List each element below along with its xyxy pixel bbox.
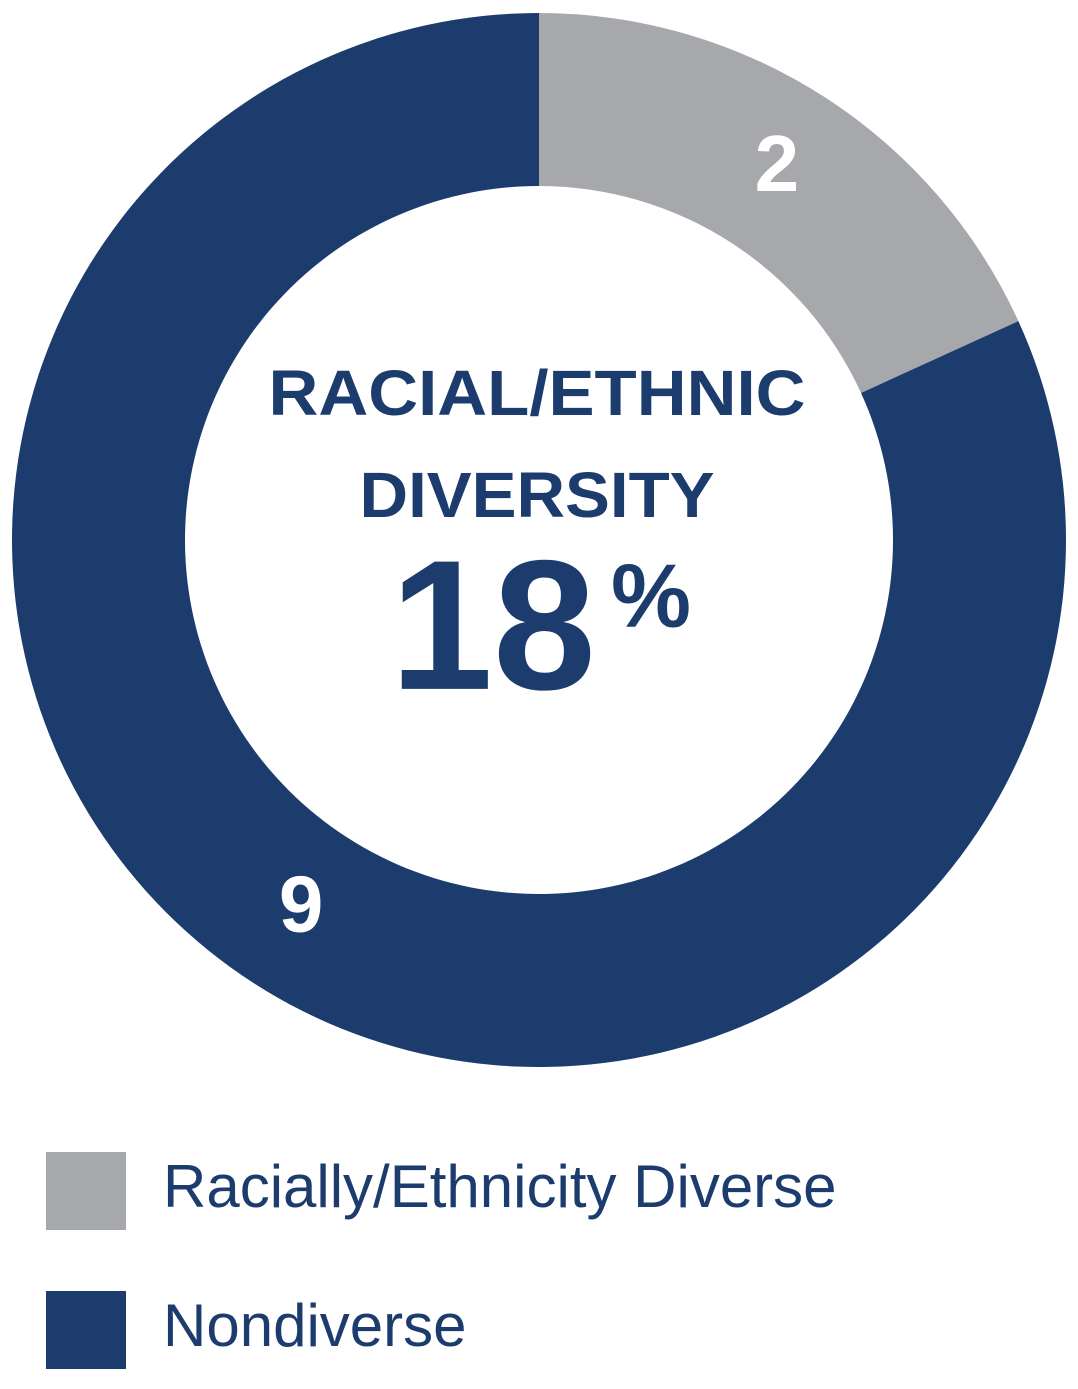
center-title: DIVERSITY (360, 459, 715, 531)
value-label: 9 (279, 859, 324, 948)
value-label: 2 (755, 119, 800, 208)
donut-segment (539, 13, 1019, 393)
center-value: 18 (390, 523, 596, 729)
legend-swatch (46, 1291, 126, 1369)
legend-swatch (46, 1152, 126, 1230)
center-value-suffix: % (611, 547, 691, 647)
legend-label: Nondiverse (163, 1292, 467, 1359)
donut-segment (12, 13, 1067, 1067)
legend-label: Racially/Ethnicity Diverse (163, 1153, 837, 1220)
center-title: RACIAL/ETHNIC (269, 357, 806, 429)
